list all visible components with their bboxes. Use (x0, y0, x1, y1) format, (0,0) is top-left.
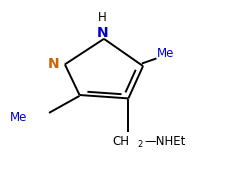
Text: H: H (98, 11, 107, 24)
Text: Me: Me (156, 47, 174, 60)
Text: 2: 2 (137, 140, 142, 149)
Text: CH: CH (113, 135, 129, 148)
Text: —NHEt: —NHEt (144, 135, 186, 148)
Text: N: N (48, 57, 60, 71)
Text: N: N (97, 26, 108, 40)
Text: Me: Me (10, 111, 27, 125)
